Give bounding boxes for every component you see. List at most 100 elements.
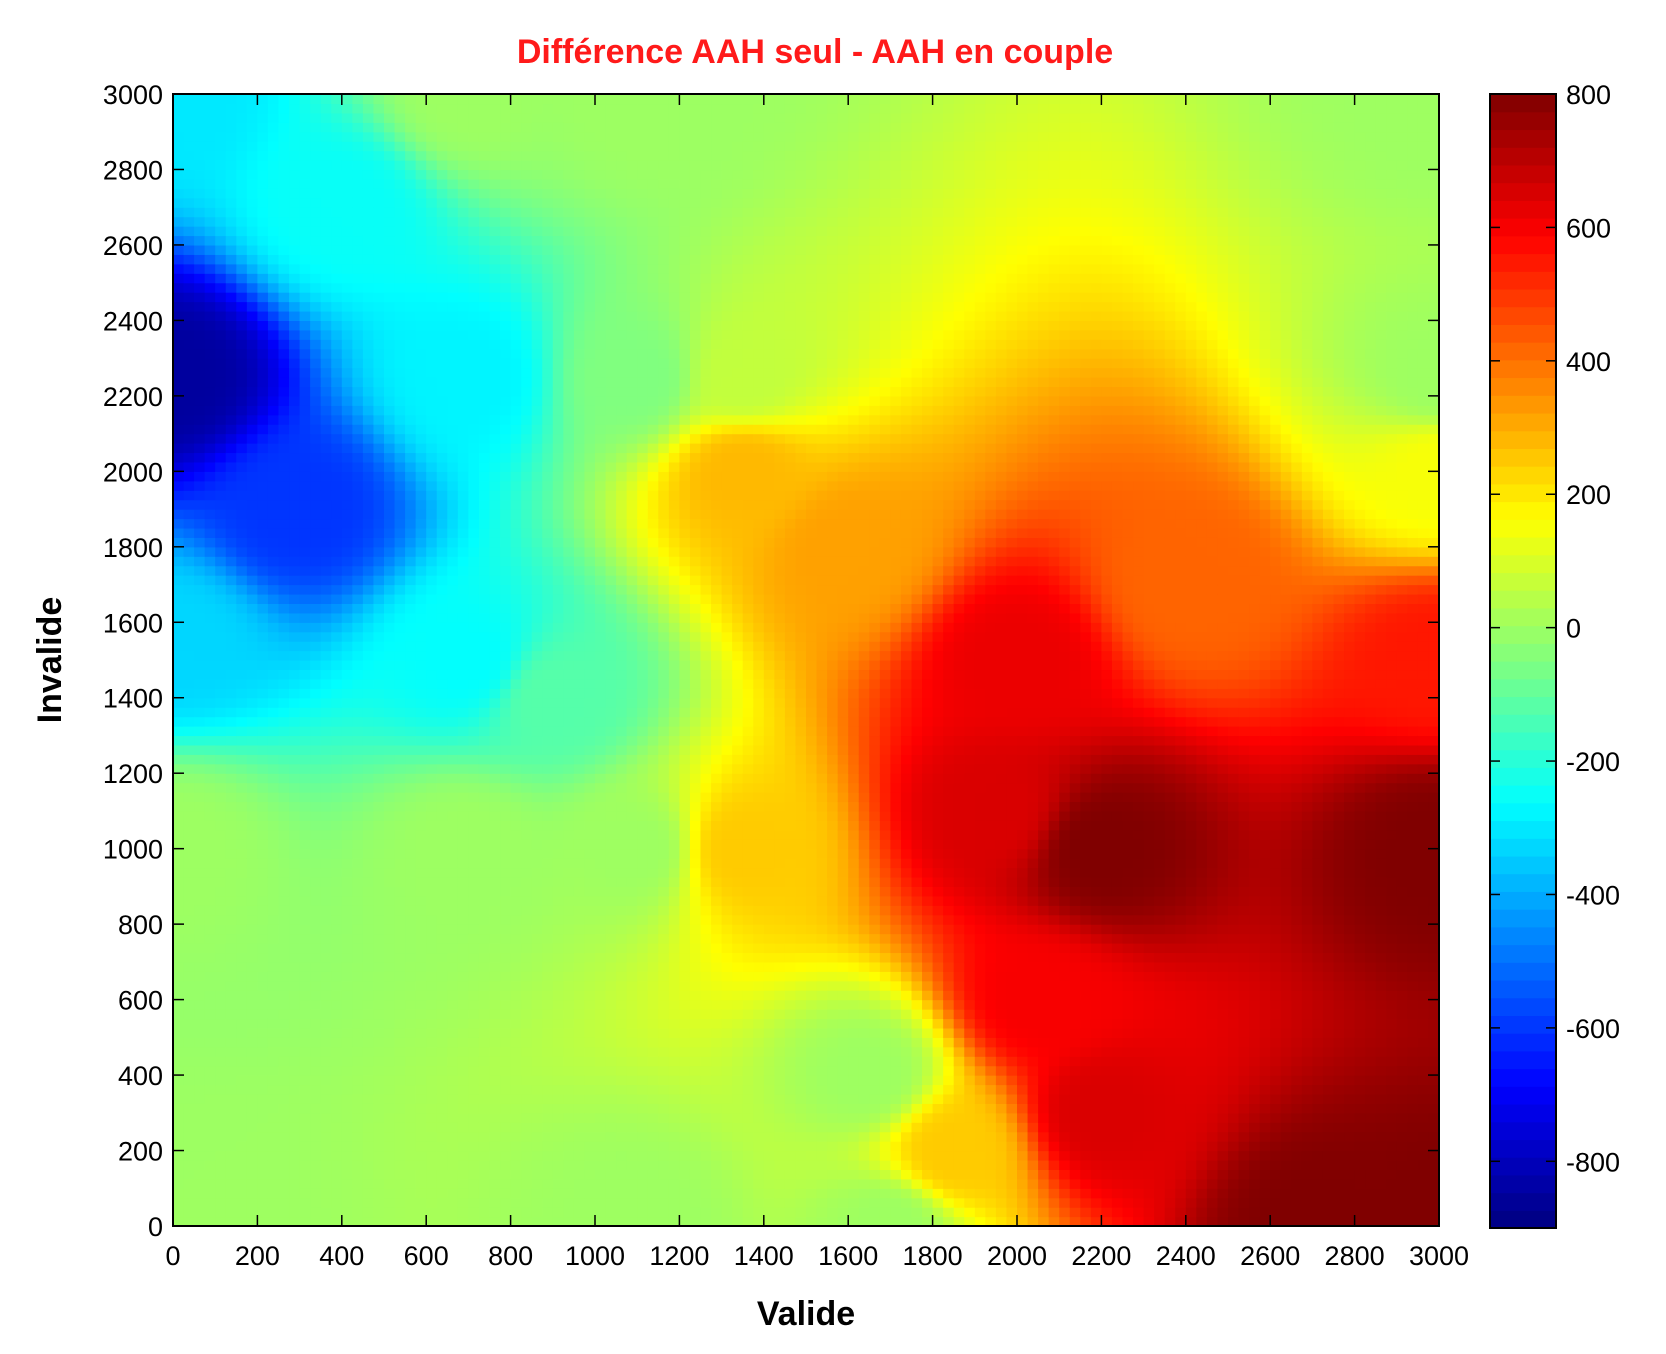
heatmap-cell xyxy=(415,131,427,142)
heatmap-cell xyxy=(489,150,501,161)
heatmap-cell xyxy=(384,839,396,850)
heatmap-cell xyxy=(521,112,533,123)
heatmap-cell xyxy=(384,518,396,529)
heatmap-cell xyxy=(352,801,364,812)
heatmap-cell xyxy=(573,631,586,642)
heatmap-cell xyxy=(267,999,280,1010)
heatmap-cell xyxy=(447,499,459,510)
heatmap-cell xyxy=(267,424,280,435)
heatmap-cell xyxy=(204,1093,216,1104)
heatmap-cell xyxy=(584,216,596,227)
heatmap-cell xyxy=(246,895,258,906)
heatmap-cell xyxy=(584,1207,596,1218)
heatmap-cell xyxy=(384,688,396,699)
heatmap-cell xyxy=(595,1065,607,1076)
heatmap-cell xyxy=(500,1197,512,1208)
heatmap-cell xyxy=(299,782,311,793)
heatmap-cell xyxy=(341,197,353,208)
heatmap-cell xyxy=(531,773,543,784)
heatmap-cell xyxy=(225,1159,237,1170)
heatmap-cell xyxy=(352,924,364,935)
heatmap-cell xyxy=(362,112,375,123)
heatmap-cell xyxy=(341,480,353,491)
heatmap-cell xyxy=(299,773,311,784)
heatmap-cell xyxy=(257,1093,269,1104)
heatmap-cell xyxy=(204,1216,216,1227)
heatmap-cell xyxy=(310,895,322,906)
heatmap-cell xyxy=(331,1103,343,1114)
heatmap-cell xyxy=(236,735,248,746)
heatmap-cell xyxy=(225,801,237,812)
heatmap-cell xyxy=(299,801,311,812)
heatmap-cell xyxy=(384,1056,396,1067)
heatmap-cell xyxy=(468,565,480,576)
heatmap-cell xyxy=(447,1169,459,1180)
heatmap-cell xyxy=(489,339,501,350)
heatmap-cell xyxy=(447,1103,459,1114)
heatmap-cell xyxy=(331,678,343,689)
heatmap-cell xyxy=(236,1188,248,1199)
heatmap-cell xyxy=(225,820,237,831)
heatmap-cell xyxy=(394,801,406,812)
heatmap-cell xyxy=(384,726,396,737)
heatmap-cell xyxy=(415,1169,427,1180)
heatmap-cell xyxy=(595,94,607,105)
heatmap-cell xyxy=(457,292,469,303)
heatmap-cell xyxy=(215,697,227,708)
heatmap-cell xyxy=(394,358,406,369)
heatmap-cell xyxy=(341,499,353,510)
heatmap-cell xyxy=(352,943,364,954)
heatmap-cell xyxy=(299,263,311,274)
heatmap-cell xyxy=(289,801,301,812)
heatmap-cell xyxy=(310,660,322,671)
heatmap-cell xyxy=(215,829,227,840)
heatmap-cell xyxy=(605,1159,617,1170)
heatmap-cell xyxy=(478,1141,491,1152)
heatmap-cell xyxy=(563,443,575,454)
heatmap-cell xyxy=(183,1065,195,1076)
heatmap-cell xyxy=(183,631,195,642)
heatmap-cell xyxy=(595,424,607,435)
heatmap-cell xyxy=(405,669,417,680)
heatmap-cell xyxy=(362,546,375,557)
heatmap-cell xyxy=(299,490,311,501)
heatmap-cell xyxy=(521,1150,533,1161)
heatmap-cell xyxy=(373,678,385,689)
heatmap-cell xyxy=(394,829,406,840)
heatmap-cell xyxy=(278,839,290,850)
heatmap-cell xyxy=(246,1093,258,1104)
heatmap-cell xyxy=(426,905,438,916)
heatmap-cell xyxy=(320,914,332,925)
heatmap-cell xyxy=(362,584,375,595)
heatmap-cell xyxy=(204,386,216,397)
heatmap-cell xyxy=(447,1075,459,1086)
heatmap-cell xyxy=(447,810,459,821)
heatmap-cell xyxy=(510,452,522,463)
heatmap-cell xyxy=(320,150,332,161)
heatmap-cell xyxy=(194,112,206,123)
heatmap-cell xyxy=(236,726,248,737)
heatmap-cell xyxy=(215,1103,227,1114)
heatmap-cell xyxy=(478,301,491,312)
heatmap-cell xyxy=(299,688,311,699)
heatmap-cell xyxy=(415,678,427,689)
heatmap-cell xyxy=(225,1009,237,1020)
heatmap-cell xyxy=(384,414,396,425)
heatmap-cell xyxy=(310,641,322,652)
heatmap-cell xyxy=(289,433,301,444)
heatmap-cell xyxy=(426,141,438,152)
heatmap-cell xyxy=(310,1122,322,1133)
heatmap-cell xyxy=(605,509,617,520)
heatmap-cell xyxy=(415,782,427,793)
heatmap-cell xyxy=(584,1084,596,1095)
heatmap-cell xyxy=(552,754,564,765)
heatmap-cell xyxy=(194,1112,206,1123)
heatmap-cell xyxy=(552,1188,564,1199)
heatmap-cell xyxy=(246,310,258,321)
heatmap-cell xyxy=(204,1141,216,1152)
heatmap-cell xyxy=(468,575,480,586)
heatmap-cell xyxy=(225,141,237,152)
heatmap-cell xyxy=(489,112,501,123)
heatmap-cell xyxy=(489,1141,501,1152)
heatmap-cell xyxy=(489,537,501,548)
